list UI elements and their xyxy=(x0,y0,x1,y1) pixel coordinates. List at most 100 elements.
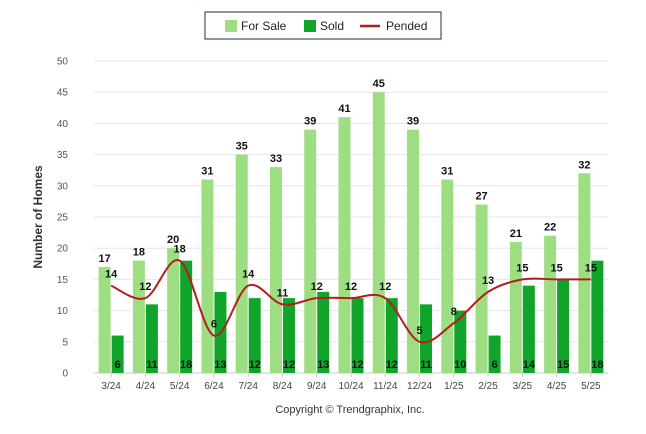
data-label-for-sale: 35 xyxy=(236,141,248,153)
data-label-pended: 15 xyxy=(516,262,528,274)
data-label-for-sale: 32 xyxy=(578,159,590,171)
legend-label-sold: Sold xyxy=(320,19,344,33)
y-tick-label: 35 xyxy=(57,150,69,161)
data-label-sold: 12 xyxy=(249,359,261,371)
data-label-sold: 6 xyxy=(115,359,121,371)
legend-label-pended: Pended xyxy=(386,19,427,33)
data-label-for-sale: 17 xyxy=(99,253,111,265)
x-tick-label: 12/24 xyxy=(407,381,432,392)
bar-for-sale xyxy=(269,167,282,373)
data-label-for-sale: 39 xyxy=(407,116,419,128)
data-label-for-sale: 33 xyxy=(270,153,282,165)
data-label-sold: 6 xyxy=(492,359,498,371)
bar-for-sale xyxy=(578,173,591,373)
x-tick-label: 11/24 xyxy=(373,381,398,392)
data-label-sold: 11 xyxy=(420,359,432,371)
data-label-sold: 12 xyxy=(351,359,363,371)
y-tick-label: 50 xyxy=(57,57,69,68)
bar-for-sale xyxy=(544,235,557,373)
data-label-pended: 6 xyxy=(211,319,217,331)
legend-swatch-for-sale xyxy=(225,20,237,32)
y-tick-label: 25 xyxy=(57,213,69,224)
bar-for-sale xyxy=(132,260,145,373)
data-label-pended: 15 xyxy=(585,262,597,274)
legend-box xyxy=(204,11,442,40)
data-label-for-sale: 31 xyxy=(441,166,453,178)
x-tick-label: 3/25 xyxy=(513,381,533,392)
y-tick-label: 0 xyxy=(62,369,68,380)
data-label-pended: 18 xyxy=(174,244,186,256)
x-tick-label: 6/24 xyxy=(204,381,224,392)
bar-sold xyxy=(180,260,193,373)
data-label-pended: 14 xyxy=(105,269,118,281)
data-label-for-sale: 39 xyxy=(304,116,316,128)
data-label-sold: 14 xyxy=(523,359,536,371)
data-label-sold: 13 xyxy=(317,359,329,371)
data-label-pended: 12 xyxy=(139,281,151,293)
data-label-for-sale: 45 xyxy=(373,78,385,90)
x-tick-label: 5/25 xyxy=(581,381,601,392)
data-label-for-sale: 31 xyxy=(201,166,213,178)
bar-sold xyxy=(488,335,501,373)
data-label-for-sale: 22 xyxy=(544,222,556,234)
data-label-pended: 12 xyxy=(379,281,391,293)
bar-for-sale xyxy=(441,179,454,373)
data-label-pended: 12 xyxy=(311,281,323,293)
data-label-for-sale: 18 xyxy=(133,247,145,259)
y-tick-label: 10 xyxy=(57,306,69,317)
x-tick-label: 4/24 xyxy=(136,381,156,392)
y-ticks: 0 5 10 15 20 25 30 35 40 45 50 xyxy=(57,57,69,380)
data-label-for-sale: 21 xyxy=(510,228,522,240)
y-tick-label: 20 xyxy=(57,244,69,255)
bar-for-sale xyxy=(167,248,180,373)
pended-line-layer xyxy=(110,259,591,344)
bar-for-sale xyxy=(475,204,488,373)
bar-sold xyxy=(248,298,261,373)
data-label-sold: 11 xyxy=(146,359,158,371)
data-label-for-sale: 20 xyxy=(167,234,179,246)
x-tick-label: 5/24 xyxy=(170,381,190,392)
bar-sold xyxy=(522,285,535,373)
x-tick-label: 9/24 xyxy=(307,381,327,392)
x-ticks: 3/24 4/24 5/24 6/24 7/24 8/24 9/24 10/24 11/24 12… xyxy=(101,373,601,392)
data-label-pended: 15 xyxy=(550,262,562,274)
data-labels-layer: 1761811201831133512331239134112451239113… xyxy=(99,78,604,371)
legend-label-for-sale: For Sale xyxy=(241,19,287,33)
y-axis-label: Number of Homes xyxy=(31,165,45,269)
data-label-pended: 12 xyxy=(345,281,357,293)
bar-for-sale xyxy=(372,92,385,373)
legend-swatch-sold xyxy=(304,20,316,32)
x-tick-label: 7/24 xyxy=(238,381,258,392)
x-tick-label: 10/24 xyxy=(338,381,363,392)
bar-sold xyxy=(420,304,433,373)
bar-sold xyxy=(282,298,295,373)
data-label-pended: 11 xyxy=(277,287,289,299)
data-label-pended: 13 xyxy=(482,275,494,287)
pended-line xyxy=(110,259,591,344)
bar-for-sale xyxy=(235,154,248,373)
copyright-footer: Copyright © Trendgraphix, Inc. xyxy=(275,404,424,416)
data-label-sold: 12 xyxy=(283,359,295,371)
data-label-sold: 15 xyxy=(557,359,569,371)
bar-sold xyxy=(591,260,604,373)
data-label-sold: 13 xyxy=(214,359,226,371)
y-tick-label: 40 xyxy=(57,119,69,130)
y-tick-label: 30 xyxy=(57,181,69,192)
bar-for-sale xyxy=(338,117,351,373)
bar-for-sale xyxy=(304,129,317,373)
data-label-sold: 12 xyxy=(386,359,398,371)
y-tick-label: 45 xyxy=(57,88,69,99)
bar-for-sale xyxy=(407,129,420,373)
data-label-pended: 14 xyxy=(242,269,255,281)
x-tick-label: 8/24 xyxy=(273,381,293,392)
bar-sold xyxy=(145,304,158,373)
bar-sold xyxy=(557,279,570,373)
bar-sold xyxy=(317,291,330,373)
y-tick-label: 15 xyxy=(57,275,69,286)
y-tick-label: 5 xyxy=(62,337,68,348)
x-tick-label: 1/25 xyxy=(444,381,464,392)
data-label-sold: 18 xyxy=(591,359,603,371)
data-label-sold: 10 xyxy=(454,359,466,371)
bar-sold xyxy=(385,298,398,373)
